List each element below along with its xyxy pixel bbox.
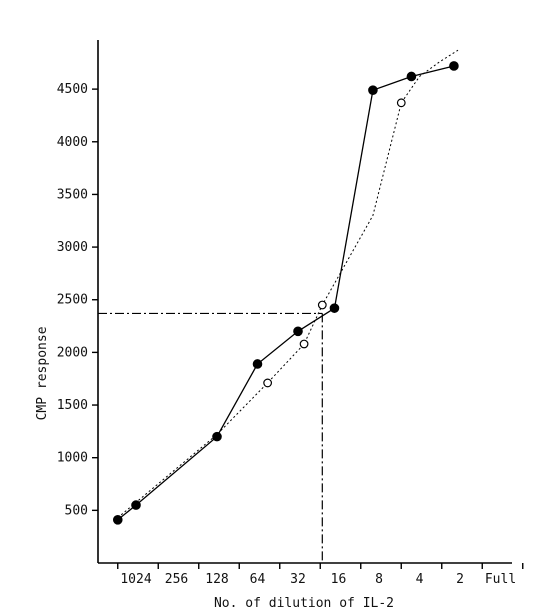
series-1-point [299, 339, 309, 349]
series-0-point [112, 515, 123, 525]
y-tick-label: 2000 [57, 345, 88, 360]
reference-lines [98, 312, 323, 563]
tick-labels: 500 1000 1500 2000 2500 3000 3500 4000 4500 1024 2… [57, 82, 516, 587]
fit-curve [117, 49, 459, 519]
series-0-point [449, 61, 459, 71]
y-tick-label: 4500 [57, 82, 88, 97]
y-tick-label: 4000 [57, 135, 88, 150]
x-tick-label: 16 [331, 572, 347, 587]
x-axis-label: No. of dilution of IL-2 [214, 596, 394, 611]
y-tick-label: 2500 [57, 293, 88, 308]
series-0-point [406, 71, 417, 82]
x-tick-label: 1024 [120, 572, 151, 587]
y-tick-label: 3000 [57, 240, 88, 255]
y-tick-label: 3500 [57, 187, 88, 202]
y-axis-label: CMP response [35, 326, 50, 420]
y-tick-label: 1000 [57, 451, 88, 466]
x-tick-label: 4 [416, 572, 424, 587]
x-tick-label: Full [485, 572, 516, 587]
axes [92, 40, 524, 569]
series-0-point [252, 359, 263, 369]
series-1-point [317, 300, 327, 310]
series-0-point [293, 326, 303, 337]
x-tick-label: 64 [250, 572, 266, 587]
y-tick-label: 1500 [57, 398, 88, 413]
x-tick-label: 8 [375, 572, 383, 587]
series-0-point [368, 85, 378, 95]
x-tick-label: 32 [290, 572, 306, 587]
fit-curve-line [117, 49, 459, 519]
x-tick-label: 128 [205, 572, 228, 587]
series-0-point [329, 303, 340, 313]
y-tick-label: 500 [65, 503, 88, 518]
series-0-point [131, 500, 141, 510]
series-0-point [212, 431, 222, 442]
x-tick-label: 2 [456, 572, 464, 587]
x-tick-label: 256 [165, 572, 188, 587]
series-group [112, 61, 459, 525]
series-0-line [117, 65, 455, 521]
series-1-point [396, 98, 406, 108]
series-1-point [263, 378, 273, 388]
